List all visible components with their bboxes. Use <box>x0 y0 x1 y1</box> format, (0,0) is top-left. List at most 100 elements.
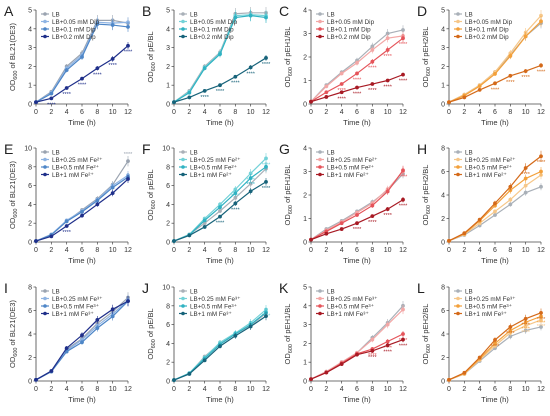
legend-label: LB+0.25 mM Fe²⁺ <box>52 157 102 164</box>
x-axis-label: Time (h) <box>68 118 96 127</box>
legend-label: LB+1 mM Fe²⁺ <box>52 172 94 179</box>
x-tick-label: 0 <box>172 247 176 254</box>
x-tick-label: 4 <box>478 247 482 254</box>
data-point <box>508 197 513 202</box>
significance-marker: **** <box>399 204 408 210</box>
legend-swatch-marker <box>43 12 47 16</box>
x-tick-label: 12 <box>399 109 407 116</box>
y-label-rest: of pEH2/BL <box>421 27 430 67</box>
data-point <box>508 54 513 58</box>
legend-swatch-marker <box>181 289 185 293</box>
y-tick-label: 2 <box>28 64 32 71</box>
x-tick-label: 0 <box>309 386 313 393</box>
y-label-rest: of pE/BL <box>146 31 155 62</box>
y-tick-label: 8 <box>441 146 445 153</box>
data-point <box>385 207 390 211</box>
data-point <box>339 71 344 76</box>
legend-swatch-marker <box>43 34 47 39</box>
data-point <box>355 352 359 357</box>
data-point <box>248 324 253 329</box>
y-label-subscript: 600 <box>288 67 294 76</box>
legend-swatch-marker <box>456 165 460 169</box>
data-point <box>477 84 482 89</box>
y-tick-label: 0 <box>166 240 170 247</box>
x-tick-label: 6 <box>218 247 222 254</box>
x-tick-label: 12 <box>124 247 132 254</box>
y-tick-label: 10 <box>162 146 170 153</box>
x-tick-label: 2 <box>49 109 53 116</box>
y-tick-label: 6 <box>28 308 32 315</box>
legend-swatch-marker <box>318 12 322 16</box>
y-tick-label: 6 <box>166 322 170 329</box>
y-tick-label: 2 <box>28 221 32 228</box>
data-point <box>95 326 100 331</box>
data-point <box>385 36 390 41</box>
significance-marker: **** <box>521 323 530 329</box>
x-tick-label: 6 <box>218 386 222 393</box>
data-point <box>523 328 528 333</box>
data-point <box>523 69 528 73</box>
y-tick-label: 3 <box>303 322 307 329</box>
significance-marker: **** <box>62 230 71 236</box>
significance-marker: **** <box>521 75 530 81</box>
y-label-rest: of BL21(DE3) <box>8 23 17 71</box>
legend-label: LB+1 mM Fe³⁺ <box>190 311 232 318</box>
data-point <box>462 95 467 100</box>
data-point <box>233 195 238 200</box>
significance-marker: **** <box>124 152 133 158</box>
x-tick-label: 2 <box>324 386 328 393</box>
legend-label: LB+0.2 mM Dip <box>52 34 96 41</box>
y-tick-label: 2 <box>441 64 445 71</box>
data-point <box>539 169 543 174</box>
legend-swatch-marker <box>181 12 185 16</box>
y-tick-label: 0 <box>303 102 307 109</box>
legend-label: LB+0.05 mM Dip <box>465 19 513 26</box>
data-point <box>110 56 115 61</box>
y-tick-label: 3 <box>303 169 307 176</box>
data-point <box>339 82 344 86</box>
x-tick-label: 0 <box>447 247 451 254</box>
x-tick-label: 0 <box>447 109 451 116</box>
y-tick-label: 2 <box>441 216 445 223</box>
data-point <box>523 190 528 195</box>
panel-letter: A <box>4 3 14 19</box>
legend-swatch-marker <box>456 172 460 177</box>
y-axis-label: OD600 of pE/BL <box>146 169 157 220</box>
y-label-main: OD <box>146 71 155 83</box>
y-tick-label: 3 <box>28 45 32 52</box>
significance-marker: **** <box>231 193 240 199</box>
data-point <box>309 237 313 242</box>
data-point <box>462 370 467 375</box>
y-tick-label: 2 <box>166 360 170 367</box>
legend-swatch-marker <box>181 157 185 162</box>
data-point <box>401 72 405 77</box>
y-label-main: OD <box>146 348 155 360</box>
panel-letter: E <box>4 141 13 157</box>
data-point <box>233 74 238 79</box>
data-point <box>370 59 375 64</box>
x-tick-label: 0 <box>309 247 313 254</box>
x-tick-label: 8 <box>370 386 374 393</box>
y-axis-label: OD600 of pEH2/BL <box>421 27 432 88</box>
data-point <box>324 231 329 236</box>
data-point <box>370 349 375 353</box>
data-point <box>324 95 329 99</box>
y-axis-label: OD600 of pE/BL <box>146 31 157 82</box>
x-axis-label: Time (h) <box>206 256 234 265</box>
y-tick-label: 5 <box>441 8 445 15</box>
legend-swatch-marker <box>456 289 460 293</box>
x-tick-label: 6 <box>493 109 497 116</box>
data-point <box>401 197 405 202</box>
data-point <box>508 202 513 207</box>
significance-marker: **** <box>200 95 209 101</box>
legend-swatch-marker <box>43 289 47 293</box>
legend-swatch-marker <box>43 165 47 169</box>
significance-marker: **** <box>368 220 377 226</box>
significance-marker: **** <box>383 349 392 355</box>
y-tick-label: 8 <box>28 164 32 171</box>
y-tick-label: 0 <box>28 102 32 109</box>
y-label-subscript: 600 <box>426 205 432 214</box>
significance-marker: **** <box>537 69 546 75</box>
y-tick-label: 0 <box>28 379 32 386</box>
y-tick-label: 0 <box>166 102 170 109</box>
